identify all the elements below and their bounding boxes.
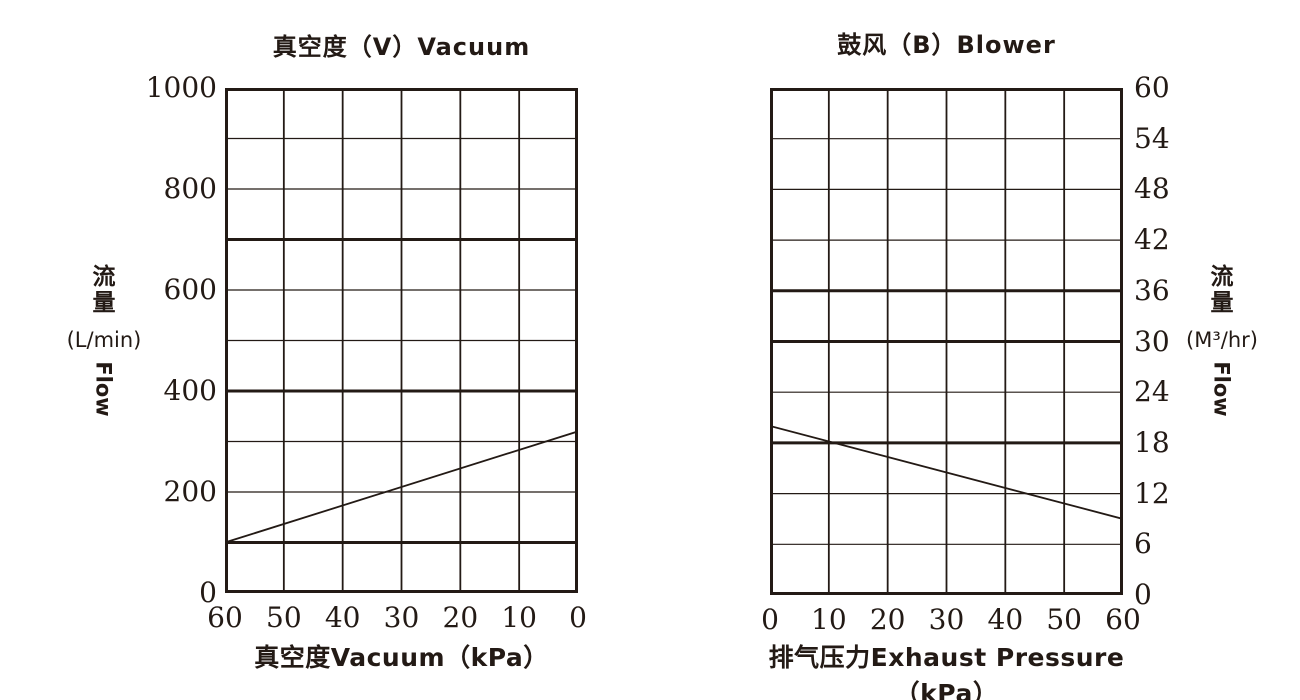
y-tick-label: 1000 [145,71,217,104]
y-tick-label: 18 [1134,425,1170,459]
x-tick-label: 30 [383,601,420,634]
y-tick-label: 400 [163,374,217,407]
y-tick-label: 42 [1134,223,1170,257]
plot-border [770,88,1123,595]
blower-chart-title: 鼓风（B）Blower [837,31,1056,59]
x-tick-label: 30 [928,603,965,636]
vacuum-flow-curve [225,430,578,544]
flow-unit-label: (M³/hr) [1186,328,1258,352]
x-tick-label: 10 [501,601,537,634]
vacuum-x-axis-title: 真空度Vacuum（kPa） [254,643,549,672]
y-tick-label: 200 [163,475,217,508]
y-tick-label: 600 [163,273,217,306]
blower-plot-area [770,88,1123,595]
y-tick-label: 12 [1134,476,1170,510]
plot-border [225,88,578,593]
y-tick-label: 48 [1134,172,1170,206]
y-tick-label: 0 [199,576,217,609]
flow-unit-label: (L/min) [66,328,142,352]
y-tick-label: 54 [1134,121,1170,155]
vacuum-grid-and-curve [225,88,578,593]
blower-x-axis-title: 排气压力Exhaust Pressure（kPa） [768,643,1125,700]
x-tick-label: 50 [266,601,302,634]
y-tick-label: 30 [1134,324,1170,358]
x-tick-label: 50 [1046,603,1082,636]
x-tick-label: 0 [569,601,587,634]
y-tick-label: 36 [1134,273,1170,307]
flow-cjk-label: 流量 [92,264,116,316]
y-tick-label: 0 [1134,578,1152,611]
vacuum-y-axis-label-block: 流量 (L/min) Flow [56,264,152,418]
x-tick-label: 60 [207,601,243,634]
x-tick-label: 60 [1105,603,1141,636]
x-tick-label: 10 [811,603,847,636]
vacuum-plot-area [225,88,578,593]
blower-flow-curve [770,425,1123,520]
flow-cjk-label: 流量 [1210,264,1234,316]
x-tick-label: 40 [987,603,1024,636]
blower-y-axis-label-block: 流量 (M³/hr) Flow [1174,264,1270,418]
y-tick-label: 24 [1134,375,1170,409]
x-tick-label: 20 [869,603,906,636]
x-tick-label: 20 [442,601,479,634]
x-tick-label: 0 [761,603,779,636]
x-tick-label: 40 [324,601,361,634]
blower-grid-and-curve [770,88,1123,595]
y-tick-label: 60 [1134,71,1170,104]
y-tick-label: 800 [163,172,217,205]
y-tick-label: 6 [1134,527,1152,561]
vacuum-chart-title: 真空度（V）Vacuum [272,33,531,61]
